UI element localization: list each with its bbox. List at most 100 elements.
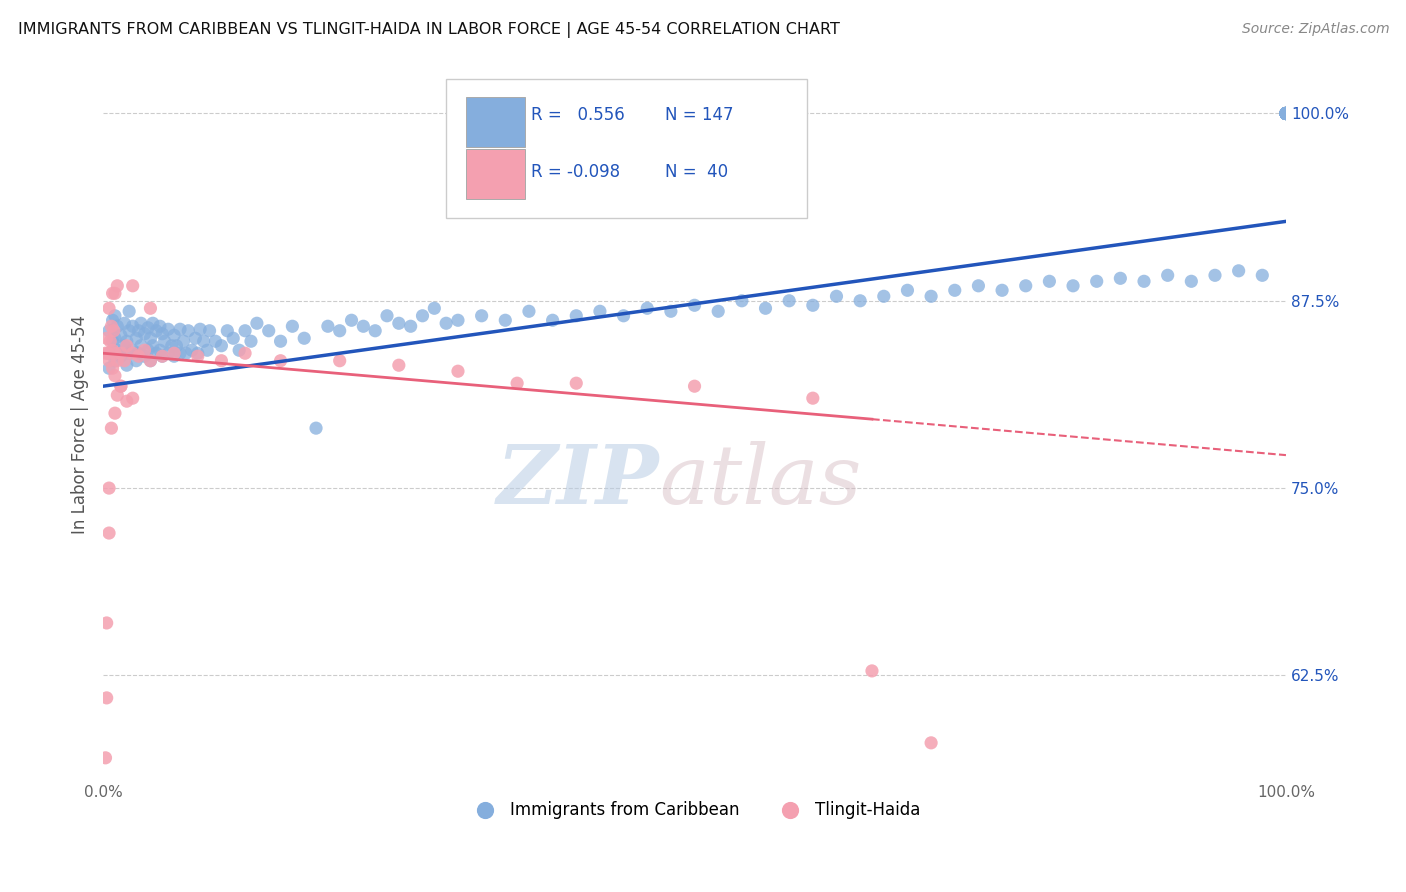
Point [169, 322, 191, 336]
Point [305, 421, 328, 435]
Point [565, 309, 588, 323]
FancyBboxPatch shape [467, 97, 526, 147]
Point [142, 339, 165, 353]
Point [246, 316, 269, 330]
Point [1085, 274, 1108, 288]
Point [103, 324, 125, 338]
Point [943, 283, 966, 297]
Point [121, 319, 143, 334]
Point [98, 324, 121, 338]
Point [134, 343, 156, 358]
Point [896, 283, 918, 297]
Text: atlas: atlas [659, 442, 862, 521]
Point [613, 309, 636, 323]
Point [128, 324, 150, 338]
Point [471, 309, 494, 323]
Point [150, 349, 173, 363]
Point [188, 322, 211, 336]
Point [198, 324, 221, 338]
Text: N = 147: N = 147 [665, 106, 734, 124]
Point [97, 346, 120, 360]
Point [565, 376, 588, 391]
Point [222, 331, 245, 345]
Point [139, 331, 162, 345]
Point [399, 319, 422, 334]
Point [139, 301, 162, 316]
Point [157, 346, 180, 360]
Point [1275, 106, 1298, 120]
Point [101, 286, 124, 301]
Point [98, 353, 121, 368]
Point [683, 298, 706, 312]
Point [849, 293, 872, 308]
Point [228, 343, 250, 358]
Legend: Immigrants from Caribbean, Tlingit-Haida: Immigrants from Caribbean, Tlingit-Haida [463, 794, 927, 825]
Point [967, 278, 990, 293]
Point [352, 319, 374, 334]
Point [98, 361, 121, 376]
Point [134, 349, 156, 363]
Point [1180, 274, 1202, 288]
Text: R = -0.098: R = -0.098 [531, 162, 620, 181]
Point [233, 324, 256, 338]
Point [193, 334, 215, 349]
Point [187, 349, 209, 363]
Point [166, 339, 188, 353]
Point [825, 289, 848, 303]
Point [115, 394, 138, 409]
Point [96, 690, 118, 705]
Point [873, 289, 896, 303]
Point [1275, 106, 1298, 120]
Point [217, 324, 239, 338]
Point [157, 322, 180, 336]
Point [125, 331, 148, 345]
Point [1156, 268, 1178, 283]
Point [101, 343, 124, 358]
Point [110, 349, 132, 363]
Point [187, 346, 209, 360]
Point [100, 421, 122, 435]
Point [329, 353, 352, 368]
Point [1275, 106, 1298, 120]
Point [121, 346, 143, 360]
Point [121, 343, 143, 358]
Point [1275, 106, 1298, 120]
Point [388, 316, 411, 330]
Point [104, 406, 127, 420]
Point [209, 339, 232, 353]
Point [1275, 106, 1298, 120]
Point [125, 353, 148, 368]
Point [434, 316, 457, 330]
Point [1227, 264, 1250, 278]
Point [375, 309, 398, 323]
Point [778, 293, 800, 308]
Point [1015, 278, 1038, 293]
Point [329, 324, 352, 338]
Point [860, 664, 883, 678]
Point [292, 331, 315, 345]
FancyBboxPatch shape [467, 149, 526, 199]
Point [517, 304, 540, 318]
Point [233, 346, 256, 360]
Point [173, 334, 195, 349]
Point [145, 346, 167, 360]
Point [128, 346, 150, 360]
Point [174, 346, 197, 360]
Point [98, 334, 121, 349]
Text: Source: ZipAtlas.com: Source: ZipAtlas.com [1241, 22, 1389, 37]
Point [94, 751, 117, 765]
Point [105, 343, 128, 358]
Point [104, 309, 127, 323]
Point [136, 343, 159, 358]
Point [112, 339, 135, 353]
Point [447, 364, 470, 378]
Point [150, 326, 173, 341]
Point [991, 283, 1014, 297]
Point [98, 346, 121, 360]
Point [101, 313, 124, 327]
Point [281, 319, 304, 334]
Point [104, 368, 127, 383]
Point [129, 339, 152, 353]
Point [1275, 106, 1298, 120]
Point [423, 301, 446, 316]
